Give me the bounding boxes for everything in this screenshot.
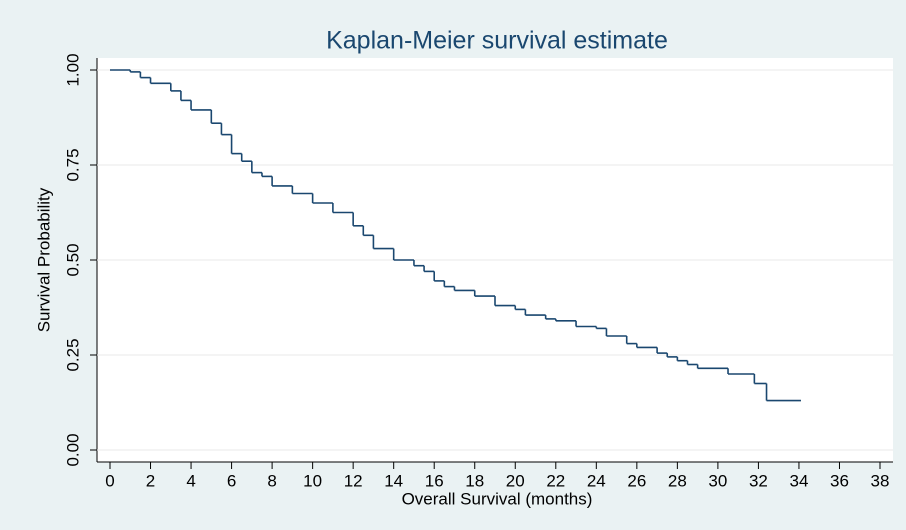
x-tick-label: 12 <box>344 471 363 490</box>
x-tick-label: 24 <box>587 471 606 490</box>
y-axis-label: Survival Probability <box>34 187 53 332</box>
x-tick-label: 28 <box>668 471 687 490</box>
x-tick-label: 6 <box>227 471 236 490</box>
y-tick-label: 0.00 <box>63 433 82 466</box>
y-tick-label: 0.25 <box>63 338 82 371</box>
x-axis-label: Overall Survival (months) <box>402 489 593 508</box>
x-tick-label: 16 <box>425 471 444 490</box>
chart-title: Kaplan-Meier survival estimate <box>326 27 668 55</box>
x-tick-label: 18 <box>465 471 484 490</box>
y-tick-label: 0.50 <box>63 243 82 276</box>
y-tick-label: 0.75 <box>63 148 82 181</box>
x-tick-label: 22 <box>546 471 565 490</box>
x-tick-label: 2 <box>146 471 155 490</box>
x-tick-label: 10 <box>303 471 322 490</box>
x-tick-label: 34 <box>789 471 808 490</box>
x-tick-label: 8 <box>267 471 276 490</box>
x-tick-label: 20 <box>506 471 525 490</box>
x-tick-label: 36 <box>830 471 849 490</box>
x-tick-label: 0 <box>105 471 114 490</box>
x-tick-label: 14 <box>384 471 403 490</box>
x-tick-label: 4 <box>186 471 195 490</box>
x-tick-label: 26 <box>627 471 646 490</box>
x-tick-label: 32 <box>749 471 768 490</box>
y-tick-label: 1.00 <box>63 53 82 86</box>
x-tick-label: 38 <box>871 471 890 490</box>
x-tick-label: 30 <box>708 471 727 490</box>
